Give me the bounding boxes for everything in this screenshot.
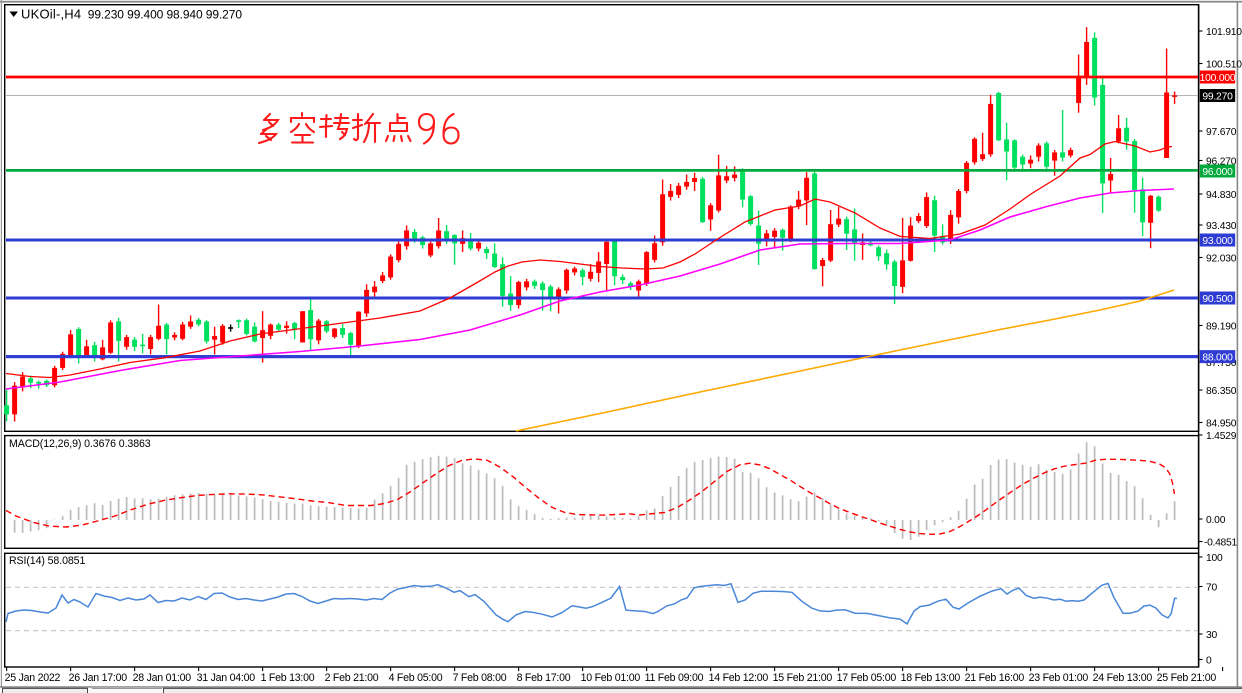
svg-text:23 Feb 01:00: 23 Feb 01:00 [1029, 672, 1089, 684]
svg-text:11 Feb 09:00: 11 Feb 09:00 [645, 672, 704, 684]
svg-text:14 Feb 12:00: 14 Feb 12:00 [709, 672, 769, 684]
svg-text:86.350: 86.350 [1206, 386, 1237, 397]
svg-text:101.910: 101.910 [1206, 27, 1242, 38]
svg-text:100: 100 [1206, 553, 1223, 564]
svg-text:25 Jan 2022: 25 Jan 2022 [5, 672, 61, 684]
svg-text:99.270: 99.270 [1202, 92, 1233, 103]
svg-text:28 Jan 01:00: 28 Jan 01:00 [133, 672, 192, 684]
svg-text:30: 30 [1206, 630, 1218, 641]
svg-text:0.00: 0.00 [1206, 515, 1226, 526]
svg-text:0: 0 [1206, 656, 1212, 667]
svg-text:-0.4851: -0.4851 [1204, 538, 1237, 549]
svg-text:90.500: 90.500 [1202, 294, 1233, 305]
svg-text:100.000: 100.000 [1200, 73, 1236, 84]
svg-text:8 Feb 17:00: 8 Feb 17:00 [517, 672, 571, 684]
svg-text:17 Feb 05:00: 17 Feb 05:00 [837, 672, 897, 684]
svg-text:100.510: 100.510 [1206, 60, 1242, 71]
svg-text:96.000: 96.000 [1202, 167, 1233, 178]
svg-text:MACD(12,26,9) 0.3676 0.3863: MACD(12,26,9) 0.3676 0.3863 [9, 438, 151, 450]
svg-text:7 Feb 08:00: 7 Feb 08:00 [453, 672, 507, 684]
svg-text:89.190: 89.190 [1206, 322, 1237, 333]
svg-text:1.4529: 1.4529 [1206, 431, 1237, 442]
svg-text:1 Feb 13:00: 1 Feb 13:00 [261, 672, 315, 684]
svg-text:15 Feb 21:00: 15 Feb 21:00 [773, 672, 833, 684]
svg-text:87.750: 87.750 [1206, 358, 1237, 369]
svg-text:84.950: 84.950 [1206, 419, 1237, 430]
svg-text:96.270: 96.270 [1206, 157, 1237, 168]
svg-text:70: 70 [1206, 583, 1218, 594]
svg-text:10 Feb 01:00: 10 Feb 01:00 [581, 672, 641, 684]
svg-text:94.830: 94.830 [1206, 190, 1237, 201]
svg-text:93.430: 93.430 [1206, 221, 1237, 232]
svg-text:92.030: 92.030 [1206, 254, 1237, 265]
svg-text:21 Feb 16:00: 21 Feb 16:00 [965, 672, 1025, 684]
svg-text:18 Feb 13:00: 18 Feb 13:00 [901, 672, 961, 684]
svg-text:24 Feb 13:00: 24 Feb 13:00 [1093, 672, 1153, 684]
svg-text:97.670: 97.670 [1206, 127, 1237, 138]
svg-text:31 Jan 04:00: 31 Jan 04:00 [197, 672, 256, 684]
svg-text:26 Jan 17:00: 26 Jan 17:00 [69, 672, 128, 684]
svg-text:UKOil-,H4 99.230 99.400 98.94: UKOil-,H4 99.230 99.400 98.940 99.270 [21, 7, 242, 22]
svg-text:4 Feb 05:00: 4 Feb 05:00 [389, 672, 443, 684]
svg-text:RSI(14) 58.0851: RSI(14) 58.0851 [9, 555, 85, 567]
svg-text:2 Feb 21:00: 2 Feb 21:00 [325, 672, 379, 684]
svg-text:25 Feb 21:00: 25 Feb 21:00 [1157, 672, 1217, 684]
svg-text:88.000: 88.000 [1202, 353, 1233, 364]
svg-text:93.000: 93.000 [1202, 236, 1233, 247]
